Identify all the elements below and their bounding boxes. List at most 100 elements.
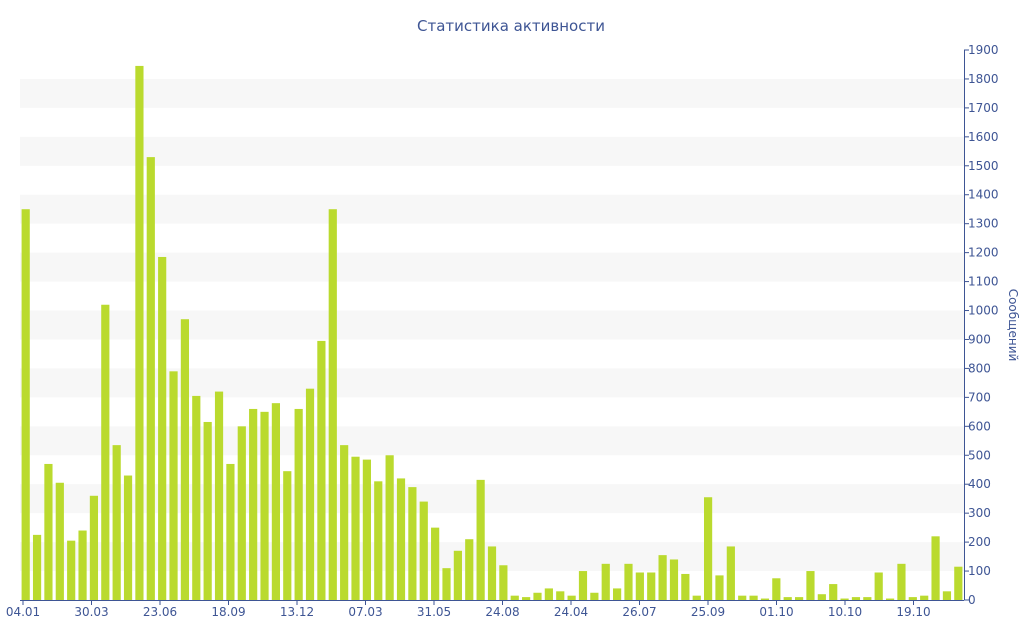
bar — [590, 592, 599, 600]
x-tick-label: 07.03 — [348, 605, 382, 619]
bar — [760, 598, 770, 600]
y-tick-label: 1700 — [968, 101, 999, 115]
bar — [203, 421, 212, 600]
bar — [32, 534, 42, 600]
bar — [180, 319, 190, 600]
bar — [442, 568, 451, 600]
x-tick-label: 13.12 — [280, 605, 314, 619]
bars-group — [21, 65, 963, 601]
x-tick-label: 10.10 — [828, 605, 862, 619]
bar — [192, 395, 201, 600]
bar — [669, 559, 679, 600]
bar — [749, 595, 758, 600]
bar — [135, 65, 144, 601]
bar — [169, 371, 178, 600]
grid-band — [20, 310, 964, 340]
y-tick-label: 200 — [968, 535, 991, 549]
bar — [692, 595, 701, 600]
bar — [214, 391, 224, 600]
bar — [794, 597, 804, 600]
bar — [340, 445, 349, 600]
bar — [487, 546, 497, 600]
x-tick-label: 26.07 — [622, 605, 656, 619]
grid-bands — [20, 78, 964, 572]
bar — [55, 482, 64, 600]
x-tick-label: 04.01 — [6, 605, 40, 619]
bar — [635, 572, 644, 600]
bar — [772, 578, 781, 600]
bar — [431, 527, 440, 600]
bar — [817, 594, 826, 600]
bar — [351, 456, 360, 600]
y-tick-label: 100 — [968, 564, 991, 578]
bar — [738, 595, 747, 600]
bar — [385, 455, 394, 600]
grid-band — [20, 194, 964, 224]
y-axis-label: Сообщений — [1006, 289, 1020, 362]
bar — [658, 555, 667, 600]
bar — [158, 256, 167, 600]
y-tick-label: 1200 — [968, 246, 999, 260]
grid-band — [20, 78, 964, 108]
bar — [840, 598, 849, 600]
y-tick-label: 300 — [968, 506, 991, 520]
x-tick-label: 01.10 — [759, 605, 793, 619]
bar — [374, 481, 383, 600]
bar — [476, 479, 485, 600]
bar — [283, 471, 292, 600]
x-tick-label: 24.08 — [485, 605, 519, 619]
y-tick-label: 700 — [968, 390, 991, 404]
y-tick-label: 1900 — [968, 43, 999, 57]
bar — [931, 536, 940, 600]
bar — [942, 591, 952, 600]
y-tick-label: 1300 — [968, 217, 999, 231]
bar — [522, 597, 531, 600]
bar — [885, 598, 895, 600]
bar — [362, 459, 371, 600]
bar — [453, 550, 462, 600]
bar — [419, 501, 428, 600]
bar — [954, 566, 963, 600]
y-tick-label: 1100 — [968, 275, 999, 289]
x-tick-label: 24.04 — [554, 605, 588, 619]
x-tick-label: 30.03 — [74, 605, 108, 619]
y-tick-label: 1800 — [968, 72, 999, 86]
bar — [237, 426, 246, 600]
bar — [829, 584, 838, 600]
bar — [271, 403, 280, 600]
bar — [715, 575, 724, 600]
bar — [783, 597, 792, 600]
bar — [44, 463, 53, 600]
x-tick-label: 19.10 — [896, 605, 930, 619]
bar — [874, 572, 883, 600]
bar — [146, 157, 155, 601]
bar — [920, 595, 929, 600]
bar — [556, 591, 565, 600]
bar — [249, 408, 258, 600]
bar — [647, 572, 656, 600]
chart-title: Статистика активности — [417, 17, 605, 35]
bar — [101, 304, 110, 600]
bar — [408, 487, 417, 600]
bar — [294, 408, 303, 600]
bar — [89, 495, 99, 600]
y-tick-label: 1600 — [968, 130, 999, 144]
bar — [908, 597, 917, 600]
bar — [897, 563, 906, 600]
bar — [613, 588, 622, 600]
bar — [533, 592, 542, 600]
bar — [123, 475, 133, 600]
y-tick-label: 600 — [968, 419, 991, 433]
bar — [806, 571, 815, 600]
bar — [21, 209, 30, 600]
bar — [704, 497, 713, 600]
y-tick-label: 400 — [968, 477, 991, 491]
bar — [305, 388, 315, 600]
bar — [567, 595, 576, 600]
bar — [851, 597, 861, 600]
bar — [578, 571, 588, 600]
grid-band — [20, 252, 964, 282]
grid-band — [20, 136, 964, 166]
bar — [601, 563, 610, 600]
